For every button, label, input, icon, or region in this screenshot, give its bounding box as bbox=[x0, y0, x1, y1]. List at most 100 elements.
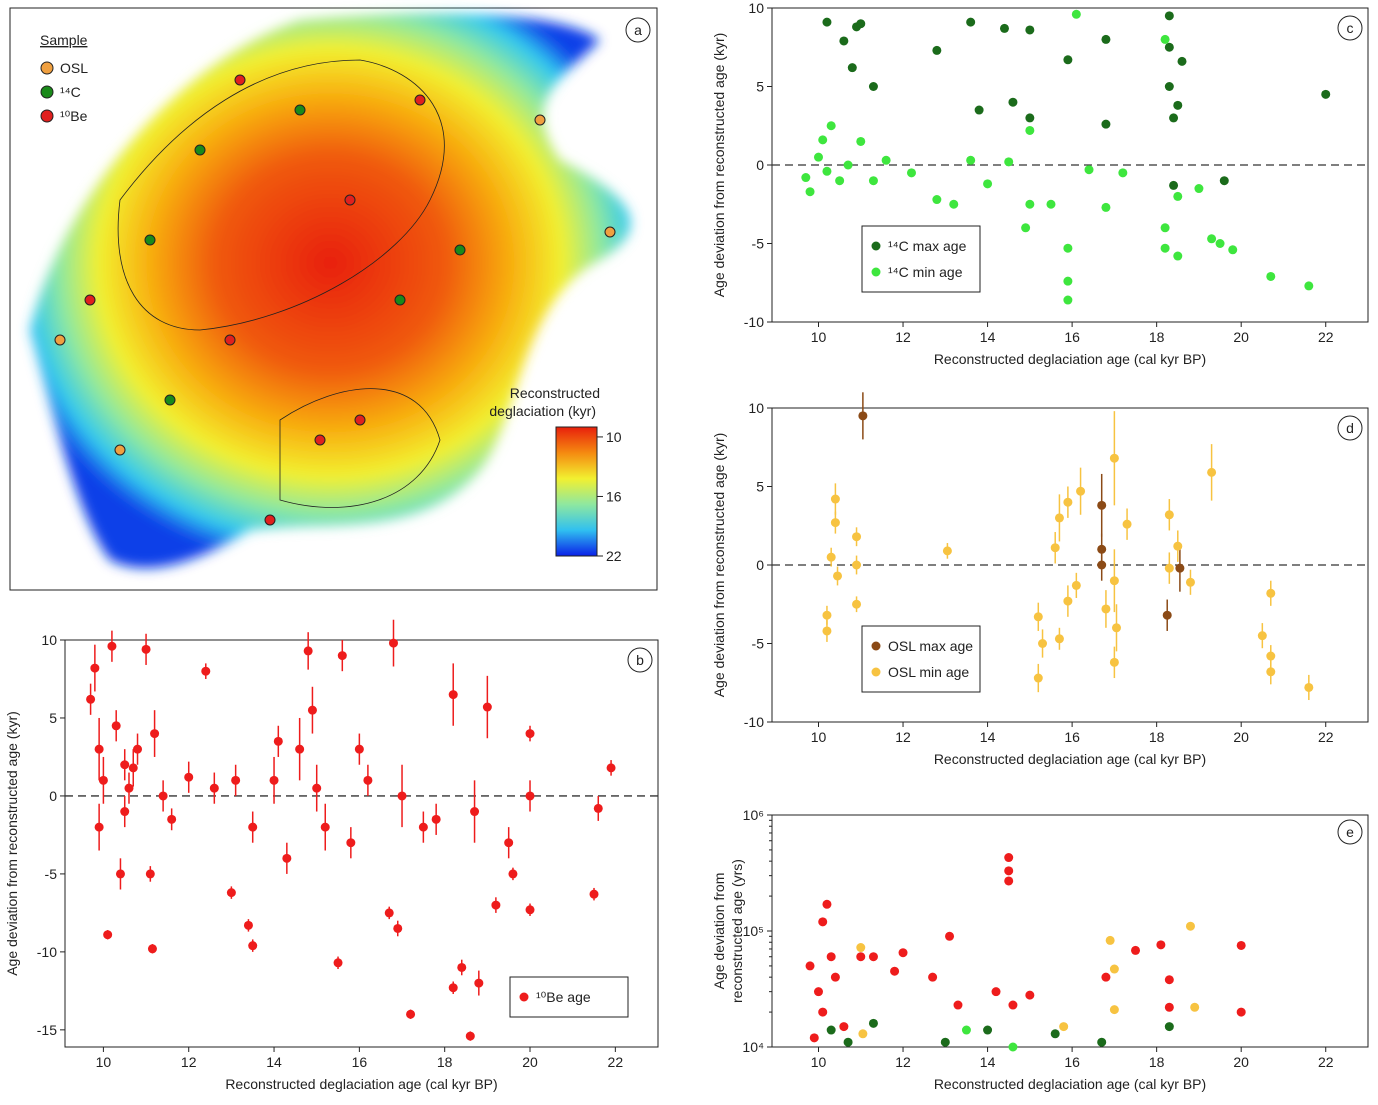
y-tick-label: -5 bbox=[752, 636, 765, 652]
y-axis-label: reconstructed age (yrs) bbox=[729, 859, 745, 1003]
point bbox=[822, 626, 832, 636]
x-axis-label: Reconstructed deglaciation age (cal kyr … bbox=[934, 351, 1206, 367]
point bbox=[1025, 125, 1035, 135]
point bbox=[1164, 510, 1174, 520]
point bbox=[839, 1022, 849, 1032]
y-tick-label: 0 bbox=[756, 157, 764, 173]
point bbox=[273, 736, 283, 746]
point bbox=[1164, 82, 1174, 91]
point bbox=[932, 45, 942, 55]
point bbox=[1033, 612, 1043, 622]
point bbox=[1164, 1022, 1174, 1032]
point bbox=[805, 961, 815, 971]
point bbox=[852, 560, 862, 570]
point bbox=[818, 917, 828, 927]
point bbox=[813, 152, 823, 162]
point bbox=[115, 869, 125, 879]
legend-marker bbox=[871, 267, 881, 277]
point bbox=[945, 931, 955, 941]
legend-label: ¹⁴C max age bbox=[888, 238, 967, 254]
y-tick-label: 5 bbox=[756, 79, 764, 95]
y-tick-label: 10 bbox=[41, 632, 57, 648]
point bbox=[1156, 940, 1166, 950]
point bbox=[150, 729, 160, 739]
point bbox=[1185, 577, 1195, 587]
point bbox=[813, 987, 823, 997]
point bbox=[868, 1018, 878, 1028]
colorbar bbox=[555, 426, 598, 557]
point bbox=[1109, 453, 1119, 463]
point bbox=[606, 763, 616, 773]
point bbox=[269, 775, 279, 785]
legend-label: ¹⁰Be age bbox=[536, 989, 591, 1005]
point bbox=[312, 783, 322, 793]
point bbox=[103, 930, 113, 940]
point bbox=[1105, 935, 1115, 945]
point bbox=[843, 1037, 853, 1047]
legend-label: OSL min age bbox=[888, 664, 969, 680]
point bbox=[1063, 295, 1073, 305]
panel-label: d bbox=[1346, 420, 1354, 436]
point bbox=[1101, 604, 1111, 614]
point bbox=[1038, 639, 1048, 648]
y-axis-label: Age deviation from reconstructed age (ky… bbox=[711, 433, 727, 698]
colorbar-tick-label: 10 bbox=[606, 429, 622, 445]
panel-badge bbox=[1337, 819, 1363, 845]
point bbox=[953, 1000, 963, 1010]
y-tick-label: -10 bbox=[37, 944, 57, 960]
point bbox=[1173, 100, 1183, 110]
point bbox=[295, 744, 305, 754]
map-samples bbox=[54, 74, 616, 526]
point bbox=[822, 899, 832, 909]
point bbox=[1131, 945, 1141, 955]
point bbox=[1004, 853, 1014, 863]
legend-box bbox=[861, 225, 981, 293]
panel-badge bbox=[627, 647, 653, 673]
point bbox=[1109, 657, 1119, 667]
x-tick-label: 10 bbox=[811, 329, 827, 345]
point bbox=[393, 923, 403, 933]
point bbox=[1236, 940, 1246, 950]
point bbox=[1097, 1037, 1107, 1047]
point bbox=[1177, 56, 1187, 66]
x-axis-label: Reconstructed deglaciation age (cal kyr … bbox=[225, 1076, 497, 1092]
point bbox=[1008, 1042, 1018, 1052]
coastline bbox=[279, 388, 441, 508]
point bbox=[999, 23, 1009, 33]
point bbox=[346, 838, 356, 848]
point bbox=[209, 783, 219, 793]
point bbox=[847, 63, 857, 73]
point bbox=[1169, 180, 1179, 190]
point bbox=[1164, 975, 1174, 985]
point bbox=[818, 135, 828, 145]
point bbox=[1097, 544, 1107, 554]
point bbox=[868, 82, 878, 91]
point bbox=[1054, 513, 1064, 523]
point bbox=[833, 571, 843, 581]
point bbox=[384, 908, 394, 918]
point bbox=[1266, 651, 1276, 661]
point bbox=[928, 972, 938, 982]
point bbox=[966, 17, 976, 27]
point bbox=[830, 518, 840, 528]
panel-badge bbox=[1337, 415, 1363, 441]
point bbox=[418, 822, 428, 832]
legend-marker bbox=[871, 667, 881, 677]
point bbox=[525, 791, 535, 801]
point bbox=[1071, 9, 1081, 19]
point bbox=[388, 638, 398, 648]
point bbox=[1257, 631, 1267, 641]
point bbox=[1109, 964, 1119, 974]
point bbox=[448, 983, 458, 993]
point bbox=[1008, 97, 1018, 107]
point bbox=[826, 952, 836, 962]
legend-marker bbox=[40, 61, 54, 75]
colorbar-title: deglaciation (kyr) bbox=[489, 403, 596, 419]
point bbox=[974, 105, 984, 115]
point bbox=[303, 646, 313, 656]
point bbox=[90, 663, 100, 673]
panel-label: b bbox=[636, 652, 644, 668]
legend-marker bbox=[40, 85, 54, 99]
point bbox=[107, 641, 117, 651]
point bbox=[1063, 55, 1073, 65]
